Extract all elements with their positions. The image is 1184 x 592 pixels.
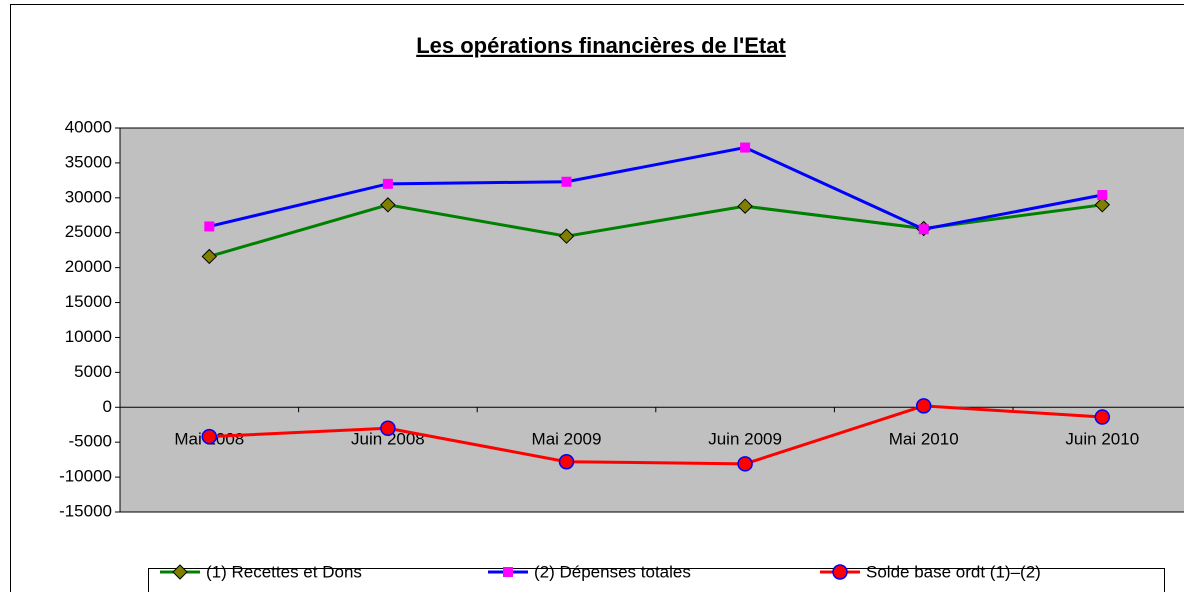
- y-tick-label: 30000: [65, 187, 112, 206]
- y-tick-label: 5000: [74, 362, 112, 381]
- y-tick-label: 15000: [65, 292, 112, 311]
- marker: [201, 248, 218, 265]
- marker: [382, 178, 393, 189]
- y-tick-label: -5000: [69, 432, 112, 451]
- y-tick-label: -10000: [59, 467, 112, 486]
- y-tick-label: 25000: [65, 222, 112, 241]
- y-tick-label: 35000: [65, 152, 112, 171]
- x-tick-label: Mai 2009: [532, 429, 602, 448]
- x-tick-label: Juin 2010: [1065, 429, 1139, 448]
- marker: [737, 456, 753, 472]
- marker: [558, 453, 575, 470]
- marker: [915, 398, 932, 414]
- y-tick-label: -15000: [59, 501, 112, 520]
- y-tick-label: 20000: [65, 257, 112, 276]
- legend-box: [148, 568, 1165, 592]
- x-tick-label: Juin 2009: [708, 429, 782, 448]
- x-tick-label: Juin 2008: [351, 429, 425, 448]
- marker: [737, 198, 753, 214]
- series-line: [209, 404, 1103, 466]
- marker: [172, 564, 188, 580]
- legend-label: (1) Recettes et Dons: [206, 562, 362, 581]
- y-tick-label: 10000: [65, 327, 112, 346]
- marker: [201, 428, 218, 445]
- marker: [558, 228, 575, 244]
- marker: [1094, 409, 1111, 425]
- marker: [204, 221, 215, 232]
- marker: [918, 224, 929, 235]
- marker: [503, 567, 513, 577]
- marker: [561, 176, 572, 187]
- marker: [380, 197, 396, 213]
- marker: [740, 142, 751, 153]
- y-tick-label: 0: [103, 397, 112, 416]
- marker: [380, 420, 396, 436]
- y-tick-label: 40000: [65, 117, 112, 136]
- chart-title: Les opérations financières de l'Etat: [416, 33, 786, 58]
- legend-label: (2) Dépenses totales: [534, 562, 691, 581]
- plot-background: [119, 127, 1184, 513]
- x-tick-label: Mai 2010: [889, 429, 959, 448]
- marker: [1097, 190, 1108, 201]
- series-line: [208, 145, 1103, 231]
- marker: [832, 564, 848, 580]
- marker: [1094, 197, 1111, 213]
- legend-label: Solde base ordt (1)–(2): [866, 562, 1041, 581]
